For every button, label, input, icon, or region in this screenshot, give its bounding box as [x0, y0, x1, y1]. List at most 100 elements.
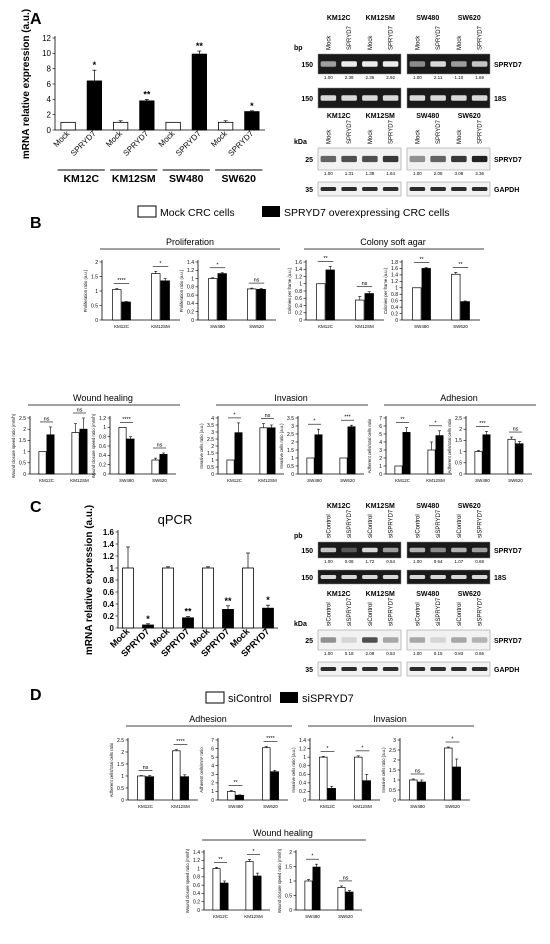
y-tick-label: 1.4	[299, 738, 306, 744]
blot-band	[451, 547, 467, 553]
bar	[191, 53, 207, 131]
bar	[262, 747, 271, 801]
group-label: SW620	[222, 173, 257, 185]
blot-lane-label: Mock	[326, 129, 332, 144]
bar	[316, 283, 326, 321]
bar	[347, 426, 356, 475]
y-axis-label: Colonies per frame (a.u.)	[383, 267, 388, 314]
y-tick-label: 0.8	[103, 576, 115, 585]
chart-title: Invasion	[373, 714, 407, 724]
y-tick-label: 5	[211, 755, 214, 761]
bar	[364, 293, 374, 321]
category-label: SPRYD7	[174, 129, 203, 158]
y-tick-label: 2	[47, 110, 52, 119]
bar	[46, 434, 55, 475]
y-tick-label: 1	[95, 289, 98, 295]
blot-quant: 1.69	[475, 75, 484, 80]
blot-frame	[406, 661, 491, 677]
bar	[234, 432, 243, 475]
bar	[435, 435, 444, 475]
y-tick-label: 0.4	[299, 781, 306, 787]
significance-label: ****	[266, 736, 275, 742]
y-tick-label: 0.4	[193, 891, 200, 897]
y-tick-label: 1.5	[287, 448, 294, 454]
y-tick-label: 0	[23, 472, 26, 478]
significance-label: *	[250, 101, 254, 111]
blot-quant: 1.64	[386, 171, 395, 176]
blot-band	[409, 187, 426, 191]
blot-band	[320, 61, 337, 67]
y-tick-label: 0.5	[117, 786, 124, 792]
significance-label: *	[233, 412, 236, 418]
y-tick-label: 1.2	[193, 858, 200, 864]
blot-quant: 0.54	[386, 559, 395, 564]
blot-quant: 2.92	[386, 75, 395, 80]
chart-B-prolif-1: Proliferation 0 0.5 1 1.5 2 Proliferation rati…	[83, 237, 280, 329]
y-tick-label: 0.8	[295, 289, 302, 295]
blot-frame	[406, 541, 491, 559]
blot-band	[320, 637, 337, 643]
blot-group-label: SW480	[416, 503, 439, 510]
blot-quant: 0.53	[386, 651, 395, 656]
significance-label: *	[93, 60, 97, 70]
bar	[218, 121, 234, 131]
blot-band	[382, 667, 399, 671]
bar	[421, 268, 431, 321]
blot-marker: 150	[301, 548, 313, 555]
blot-band	[471, 547, 488, 553]
bar	[227, 791, 236, 801]
legend-b-mock-swatch	[137, 205, 157, 218]
significance-label: *	[159, 261, 162, 267]
y-axis-label: Wound closure speed ratio (mm/h)	[11, 413, 16, 478]
blot-band	[451, 637, 467, 643]
blot-quant: 1.00	[324, 559, 333, 564]
y-tick-label: 3	[393, 738, 396, 744]
y-axis-label: Colonies per frame (a.u.)	[287, 267, 292, 314]
blot-C-pcr: KM12C KM12SM SW480 SW620 siControl siSPRYD7 si…	[294, 503, 522, 585]
blot-frame	[317, 541, 402, 559]
bar	[245, 861, 254, 911]
blot-quant: 1.31	[345, 171, 354, 176]
blot-band	[362, 547, 378, 553]
y-tick-label: 0	[289, 908, 292, 914]
y-tick-label: 12	[42, 34, 51, 43]
chart-title: qPCR	[158, 512, 193, 527]
blot-row-label: SPRYD7	[494, 157, 522, 164]
blot-A-pcr: KM12C KM12SM SW480 SW620 Mock SPRYD7 Mock SPRYD…	[294, 15, 522, 109]
significance-label: ns	[415, 769, 421, 775]
blot-band	[430, 61, 446, 67]
bar	[151, 459, 160, 475]
blot-quant: 0.08	[345, 559, 354, 564]
blot-marker: 150	[301, 62, 313, 69]
y-tick-label: 6	[379, 424, 382, 430]
blot-marker: 150	[301, 96, 313, 103]
significance-label: ***	[479, 421, 486, 427]
y-tick-label: 0	[291, 472, 294, 478]
blot-lane-label: SPRYD7	[347, 25, 353, 50]
blot-quant: 1.00	[324, 171, 333, 176]
y-tick-label: 0.2	[299, 789, 306, 795]
blot-band	[430, 155, 446, 163]
significance-label: **	[458, 262, 463, 268]
significance-label: **	[196, 41, 204, 51]
y-tick-label: 2.5	[455, 416, 462, 422]
blot-frame	[317, 661, 402, 677]
blot-band	[362, 575, 378, 579]
chart-B-colony-1: Colony soft agar00.20.40.60.811.21.41.6C…	[287, 237, 484, 329]
blot-lane-label: SPRYD7	[478, 25, 484, 50]
y-tick-label: 2	[211, 781, 214, 787]
bar	[304, 880, 313, 911]
y-axis-label: Invasive cells ratio (a.u.)	[291, 747, 296, 793]
blot-band	[430, 637, 446, 643]
y-tick-label: 0.6	[295, 296, 302, 302]
blot-lane-label: Mock	[326, 35, 332, 50]
blot-group-label: SW620	[458, 113, 481, 120]
blot-band	[451, 61, 467, 67]
y-tick-label: 2.5	[19, 416, 26, 422]
y-tick-label: 4	[47, 95, 52, 104]
y-axis-label: Proliferation ratio (a.u.)	[179, 269, 184, 312]
legend-d-si-label: siSPRYD7	[302, 693, 354, 705]
y-axis-label: Invasive cells ratio (a.u.)	[381, 747, 386, 793]
y-axis-label: Proliferation ratio (a.u.)	[83, 269, 88, 312]
